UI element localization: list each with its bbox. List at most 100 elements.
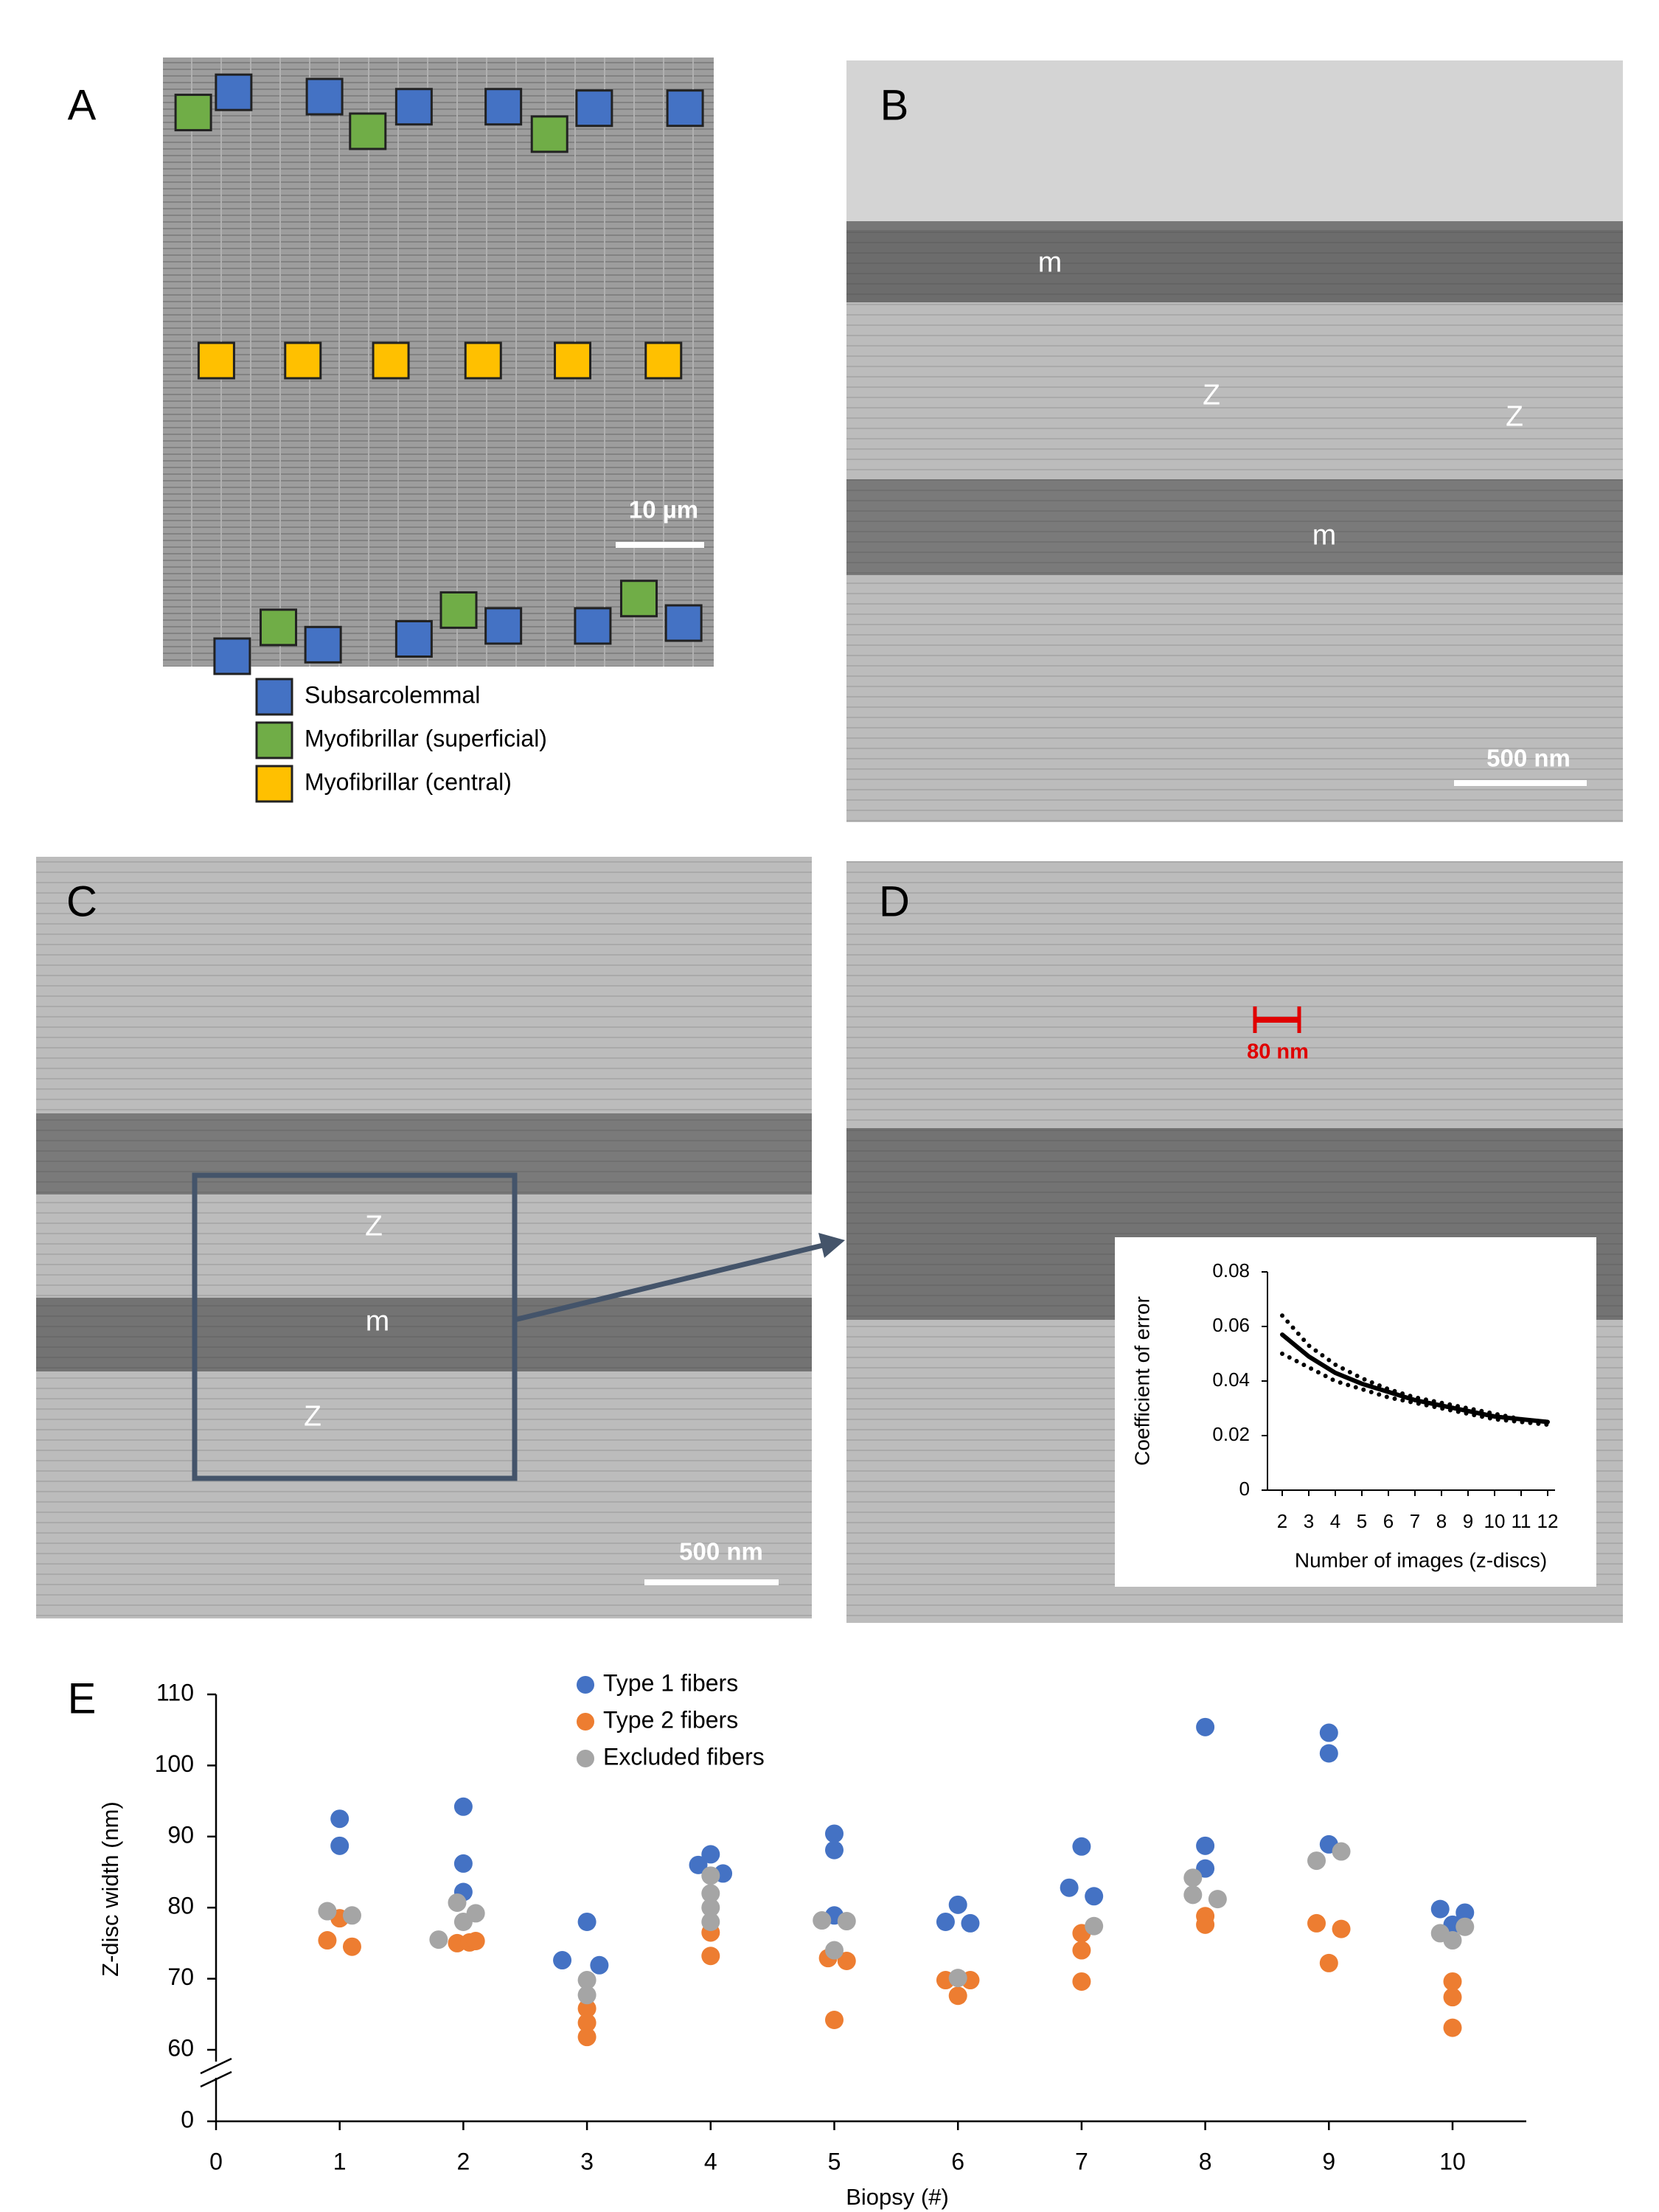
data-point: [961, 1913, 980, 1933]
x-tick-label: 6: [1383, 1510, 1394, 1532]
data-point: [825, 1941, 844, 1960]
micrograph-annotation: Z: [1203, 379, 1220, 411]
x-tick-label: 0: [209, 2148, 223, 2174]
micrograph-b-mito-row: [846, 479, 1623, 575]
data-point: [577, 2013, 597, 2032]
legend-swatch: [255, 721, 293, 759]
x-tick-label: 3: [580, 2148, 594, 2174]
x-tick-label: 2: [457, 2148, 470, 2174]
region-marker: [197, 341, 235, 380]
micrograph-annotation: Z: [1506, 400, 1523, 432]
data-point: [1332, 1919, 1351, 1938]
data-point: [466, 1904, 485, 1923]
y-tick-label: 110: [156, 1679, 194, 1705]
scale-bar-label: 500 nm: [679, 1538, 763, 1565]
data-point: [342, 1937, 361, 1956]
y-tick-label: 0.02: [1212, 1423, 1250, 1445]
data-point: [1307, 1913, 1326, 1933]
micrograph-annotation: Z: [365, 1210, 383, 1242]
x-tick-label: 10: [1439, 2148, 1466, 2174]
data-point: [453, 1797, 473, 1816]
data-point: [577, 1986, 597, 2005]
data-point: [590, 1955, 609, 1975]
zoom-arrow: [514, 1242, 827, 1323]
x-tick-label: 1: [333, 2148, 347, 2174]
region-marker: [554, 341, 592, 380]
data-point: [1307, 1851, 1326, 1871]
data-point: [1072, 1941, 1091, 1960]
scale-bar-label: 500 nm: [1486, 745, 1571, 772]
micrograph-c-mito-row: [36, 1298, 812, 1371]
legend-marker: [577, 1713, 594, 1731]
zoom-arrowhead: [818, 1233, 845, 1258]
x-tick-label: 5: [1357, 1510, 1367, 1532]
region-marker: [305, 77, 344, 116]
region-marker: [304, 625, 342, 664]
y-tick-label: 100: [155, 1750, 194, 1777]
data-point: [837, 1952, 856, 1970]
x-tick-label: 6: [951, 2148, 964, 2174]
region-marker: [260, 608, 298, 647]
data-point: [318, 1902, 337, 1921]
x-tick-label: 7: [1410, 1510, 1420, 1532]
x-axis-label: Number of images (z-discs): [1295, 1548, 1547, 1571]
micrograph-a: [163, 58, 714, 667]
data-point: [453, 1854, 473, 1873]
legend-label: Excluded fibers: [603, 1743, 765, 1770]
data-point: [701, 1866, 720, 1885]
inset-background: [1115, 1237, 1596, 1587]
data-point: [1072, 1837, 1091, 1856]
data-point: [1183, 1868, 1203, 1888]
data-point: [1443, 2018, 1462, 2037]
data-point: [1443, 1972, 1462, 1991]
data-point: [1085, 1916, 1104, 1935]
data-point: [342, 1906, 361, 1925]
micrograph-c-mito-row: [36, 1113, 812, 1194]
region-marker: [574, 607, 612, 645]
region-marker: [666, 89, 704, 128]
micrograph-annotation: m: [1312, 519, 1337, 551]
data-point: [936, 1912, 955, 1931]
legend-marker: [577, 1676, 594, 1694]
y-axis-label: Coefficient of error: [1130, 1296, 1153, 1466]
y-tick-label: 0: [181, 2106, 194, 2132]
data-point: [689, 1855, 708, 1874]
data-point: [825, 1824, 844, 1843]
panel-label: E: [68, 1674, 97, 1722]
micrograph-b-membrane: [846, 60, 1623, 230]
data-point: [1455, 1917, 1475, 1936]
data-point: [813, 1911, 832, 1930]
data-point: [330, 1836, 349, 1855]
confidence-line: [1280, 1352, 1550, 1427]
data-point: [577, 1971, 597, 1990]
region-marker: [620, 580, 658, 618]
panel-label: C: [66, 877, 97, 925]
data-point: [1332, 1842, 1351, 1861]
region-marker: [394, 88, 433, 126]
data-point: [1060, 1878, 1079, 1897]
data-point: [825, 1840, 844, 1860]
data-point: [466, 1932, 485, 1951]
data-point: [553, 1951, 572, 1970]
data-point: [577, 1999, 597, 2018]
y-tick-label: 0: [1239, 1478, 1250, 1500]
panel-label: B: [880, 81, 909, 129]
x-tick-label: 2: [1277, 1510, 1287, 1532]
micrograph-b-mito-row: [846, 221, 1623, 302]
micrograph-annotation: Z: [304, 1400, 321, 1432]
data-point: [701, 1912, 720, 1931]
data-point: [1183, 1885, 1203, 1905]
legend-label: Myofibrillar (superficial): [305, 725, 547, 751]
panel-label: D: [879, 877, 910, 925]
data-point: [577, 1912, 597, 1931]
data-point: [1196, 1717, 1215, 1736]
data-point: [1208, 1890, 1227, 1909]
x-tick-label: 5: [828, 2148, 841, 2174]
x-tick-label: 3: [1304, 1510, 1314, 1532]
data-point: [1319, 1723, 1338, 1742]
data-point: [948, 1986, 967, 2006]
region-marker: [530, 115, 568, 153]
legend-swatch: [255, 765, 293, 803]
x-tick-label: 10: [1484, 1510, 1506, 1532]
x-tick-label: 12: [1537, 1510, 1559, 1532]
